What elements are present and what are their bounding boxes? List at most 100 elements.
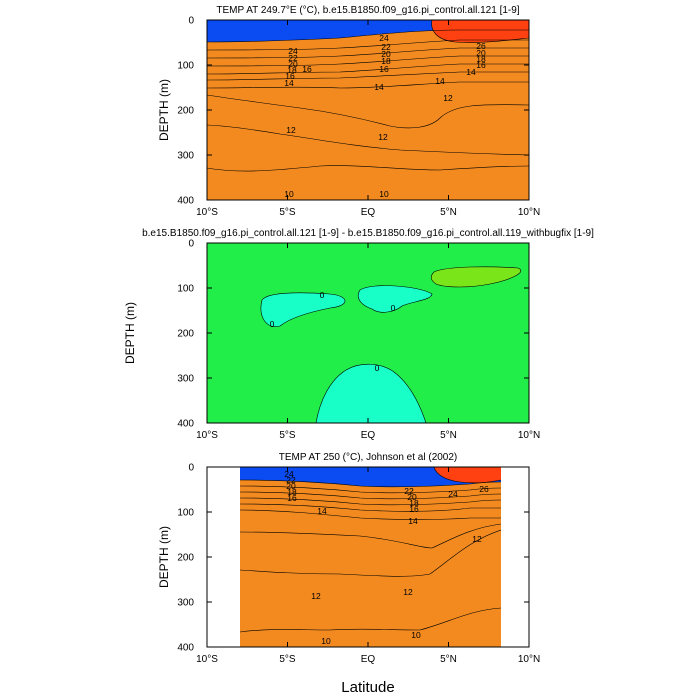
panel3-title: TEMP AT 250 (°C), Johnson et al (2002) — [279, 452, 458, 463]
contour-label: 22 — [288, 53, 298, 63]
x-tick-label: 5°N — [440, 654, 457, 665]
contour-label: 12 — [403, 587, 413, 597]
contour-label: 14 — [284, 78, 294, 88]
y-tick-label: 200 — [177, 329, 194, 340]
contour-label: 12 — [286, 125, 296, 135]
contour-label: 14 — [435, 76, 445, 86]
contour-label: 22 — [381, 42, 391, 52]
x-tick-label: EQ — [361, 430, 376, 441]
contour-label: 10 — [379, 189, 389, 199]
contour-label: 20 — [381, 49, 391, 59]
contour-label: 22 — [404, 486, 414, 496]
y-tick-label: 200 — [177, 553, 194, 564]
contour-label: 14 — [408, 516, 418, 526]
contour-label: 20 — [288, 59, 298, 69]
y-tick-label: 400 — [177, 419, 194, 430]
panel3-contour-field — [240, 467, 501, 647]
x-tick-label: 10°N — [518, 207, 540, 218]
panel2-y-label: DEPTH (m) — [123, 302, 137, 364]
x-tick-label: 10°S — [196, 654, 218, 665]
contour-label: 18 — [287, 65, 297, 75]
contour-label: 0 — [320, 290, 325, 300]
band-t20 — [240, 480, 501, 647]
contour-label: 10 — [411, 630, 421, 640]
x-tick-label: EQ — [361, 654, 376, 665]
contour-label: 16 — [287, 493, 297, 503]
panel1-title: TEMP AT 249.7°E (°C), b.e15.B1850.f09_g1… — [216, 5, 519, 16]
panel3-contour-labels: 24 22 20 18 16 14 14 22 20 18 16 24 26 1… — [284, 469, 489, 646]
panel2-contour-labels: 0 0 0 0 — [270, 290, 396, 373]
contour-label: 12 — [472, 534, 482, 544]
y-tick-label: 200 — [177, 106, 194, 117]
contour-label: 0 — [391, 303, 396, 313]
contour-label: 10 — [284, 189, 294, 199]
x-tick-label: 5°N — [440, 430, 457, 441]
panel1-contour-labels: 24 22 20 18 16 14 14 16 14 12 12 12 10 1… — [284, 33, 486, 199]
panel3-contour-lines — [240, 467, 501, 633]
diff-region-negative — [315, 363, 427, 423]
panel1-y-label: DEPTH (m) — [157, 79, 171, 141]
contour-label: 24 — [379, 33, 389, 43]
panel2-title: b.e15.B1850.f09_g16.pi_control.all.121 [… — [142, 228, 594, 239]
x-axis-label: Latitude — [341, 679, 394, 696]
x-tick-label: 5°S — [279, 207, 296, 218]
band-t26 — [434, 467, 501, 483]
y-tick-label: 300 — [177, 151, 194, 162]
panel1-axes: DEPTH (m) 10°S 5°S EQ 5°N 10°N 0 100 200 300 400 — [157, 16, 540, 219]
contour-label: 24 — [284, 469, 294, 479]
panel-observed-temperature: TEMP AT 250 (°C), Johnson et al (2002) — [157, 452, 540, 665]
contour-label: 12 — [443, 93, 453, 103]
diff-region-negative — [357, 285, 433, 313]
contour-label: 16 — [302, 64, 312, 74]
panel1-contour-field — [207, 20, 529, 200]
contour-label: 18 — [409, 498, 419, 508]
contour-label: 16 — [409, 504, 419, 514]
diff-region-positive — [430, 266, 521, 288]
panel2-contour-field — [207, 243, 529, 423]
contour-label: 12 — [311, 591, 321, 601]
x-tick-label: 5°N — [440, 207, 457, 218]
y-tick-label: 400 — [177, 196, 194, 207]
y-tick-label: 400 — [177, 643, 194, 654]
contour-label: 20 — [476, 48, 486, 58]
contour-label: 16 — [476, 60, 486, 70]
contour-label: 0 — [375, 363, 380, 373]
contour-label: 18 — [476, 54, 486, 64]
contour-label: 16 — [285, 71, 295, 81]
contour-label: 12 — [378, 132, 388, 142]
y-tick-label: 100 — [177, 61, 194, 72]
contour-label: 20 — [286, 481, 296, 491]
band-t26 — [431, 20, 529, 43]
x-tick-label: 5°S — [279, 430, 296, 441]
x-tick-label: 10°S — [196, 207, 218, 218]
y-tick-label: 100 — [177, 508, 194, 519]
y-tick-label: 300 — [177, 598, 194, 609]
y-tick-label: 0 — [188, 463, 194, 474]
x-tick-label: 10°S — [196, 430, 218, 441]
x-tick-label: 5°S — [279, 654, 296, 665]
y-tick-label: 0 — [188, 239, 194, 250]
contour-label: 14 — [317, 506, 327, 516]
x-tick-label: 10°N — [518, 430, 540, 441]
contour-label: 20 — [407, 492, 417, 502]
contour-label: 22 — [286, 475, 296, 485]
panel1-contour-lines — [207, 20, 529, 172]
contour-label: 14 — [374, 82, 384, 92]
x-tick-label: 10°N — [518, 654, 540, 665]
panel-difference: b.e15.B1850.f09_g16.pi_control.all.121 [… — [123, 228, 594, 441]
contour-label: 24 — [288, 46, 298, 56]
contour-label: 14 — [466, 67, 476, 77]
y-tick-label: 300 — [177, 374, 194, 385]
y-tick-label: 0 — [188, 16, 194, 27]
contour-label: 16 — [379, 64, 389, 74]
contour-label: 18 — [381, 56, 391, 66]
x-tick-label: EQ — [361, 207, 376, 218]
contour-label: 24 — [448, 489, 458, 499]
panel3-axes: DEPTH (m) 10°S 5°S EQ 5°N 10°N 0 100 200 300 400 — [157, 463, 540, 666]
contour-label: 26 — [476, 41, 486, 51]
contour-label: 10 — [321, 636, 331, 646]
y-tick-label: 100 — [177, 284, 194, 295]
contour-label: 18 — [287, 487, 297, 497]
contour-label: 26 — [479, 484, 489, 494]
panel3-y-label: DEPTH (m) — [157, 526, 171, 588]
